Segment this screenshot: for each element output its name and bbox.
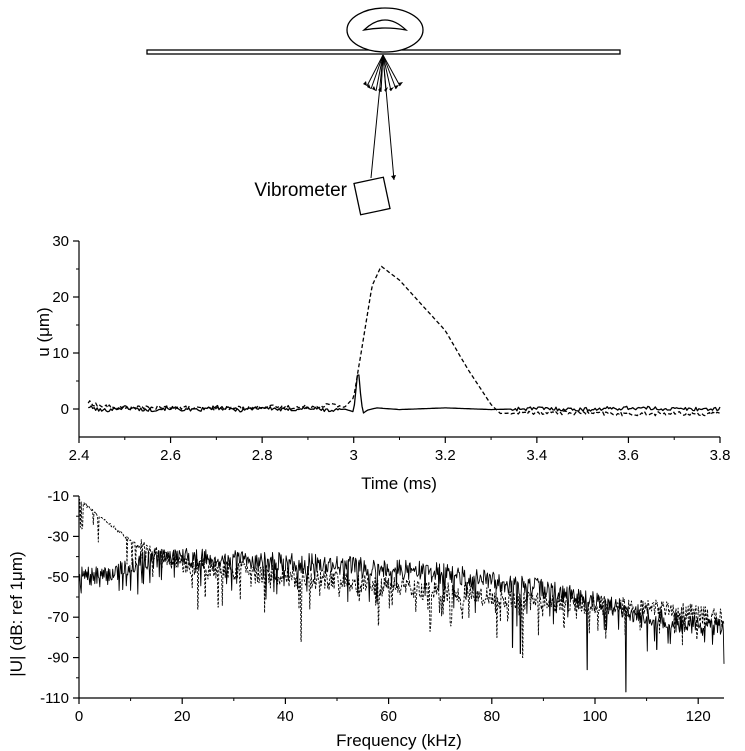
x-tick-label: 120 bbox=[686, 708, 711, 725]
x-tick-label: 3.4 bbox=[526, 447, 547, 464]
y-tick-label: -70 bbox=[47, 609, 69, 626]
displacement-y-axis-title: u (μm) bbox=[34, 307, 53, 356]
displacement-series-dashed bbox=[87, 265, 721, 417]
vibrometer-box bbox=[353, 176, 391, 216]
x-tick-label: 2.6 bbox=[160, 447, 181, 464]
spectrum-axes: 0 20 40 60 80 100 120 -110 -90 -70 -50 -30 -10 bbox=[40, 488, 724, 725]
x-tick-label: 2.8 bbox=[252, 447, 273, 464]
x-tick-label: 3 bbox=[350, 447, 358, 464]
displacement-x-axis-title: Time (ms) bbox=[361, 474, 437, 493]
setup-diagram: Vibrometer bbox=[146, 7, 621, 216]
spectrum-x-axis-title: Frequency (kHz) bbox=[336, 731, 462, 750]
spectrum-series bbox=[78, 499, 725, 693]
spectrum-y-axis-title: |U| (dB: ref 1μm) bbox=[7, 551, 26, 676]
x-tick-label: 0 bbox=[75, 708, 83, 725]
x-tick-label: 20 bbox=[174, 708, 191, 725]
y-tick-label: -110 bbox=[40, 690, 69, 707]
y-tick-label: 30 bbox=[52, 233, 69, 250]
x-tick-label: 80 bbox=[483, 708, 500, 725]
y-tick-label: -30 bbox=[47, 528, 69, 545]
specimen-body bbox=[346, 7, 424, 53]
y-tick-label: -50 bbox=[47, 569, 69, 586]
spectrum-series-solid bbox=[78, 547, 725, 693]
x-tick-label: 3.8 bbox=[710, 447, 731, 464]
displacement-series-solid bbox=[88, 374, 721, 414]
x-tick-label: 2.4 bbox=[69, 447, 90, 464]
x-tick-label: 40 bbox=[277, 708, 294, 725]
specimen-eye bbox=[361, 19, 409, 32]
displacement-axes: 2.4 2.6 2.8 3 3.2 3.4 3.6 3.8 0 10 20 30 bbox=[52, 233, 730, 464]
y-tick-label: -90 bbox=[47, 650, 69, 667]
y-tick-label: 20 bbox=[52, 289, 69, 306]
spectrum-chart: 0 20 40 60 80 100 120 -110 -90 -70 -50 -30 -10 Frequ… bbox=[7, 488, 725, 750]
spectrum-series-dashed bbox=[78, 499, 725, 659]
vibrometer-label: Vibrometer bbox=[254, 180, 347, 201]
x-tick-label: 60 bbox=[380, 708, 397, 725]
x-tick-label: 3.6 bbox=[618, 447, 639, 464]
laser-beam-fan bbox=[363, 54, 403, 181]
y-tick-label: 0 bbox=[61, 401, 69, 418]
x-tick-label: 100 bbox=[582, 708, 607, 725]
y-tick-label: 10 bbox=[52, 345, 69, 362]
displacement-series bbox=[87, 265, 721, 417]
x-tick-label: 3.2 bbox=[435, 447, 456, 464]
y-tick-label: -10 bbox=[47, 488, 69, 505]
